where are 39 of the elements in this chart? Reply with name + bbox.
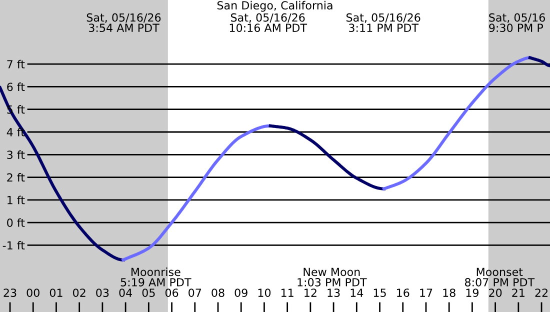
- x-tick-label: 22: [535, 288, 548, 297]
- x-tick-label: 14: [350, 288, 364, 297]
- annotation: Sat, 05/16/26 10:16 AM PDT: [230, 13, 308, 32]
- annotation: Moonrise 5:19 AM PDT: [120, 268, 192, 286]
- x-tick-label: 21: [512, 288, 524, 297]
- x-tick-label: 06: [165, 288, 178, 297]
- annotation: New Moon 1:03 PM PDT: [298, 268, 367, 286]
- x-tick-label: 23: [4, 288, 16, 297]
- x-tick-label: 02: [73, 288, 86, 297]
- y-tick-label: 6 ft: [7, 82, 25, 92]
- x-tick-label: 05: [142, 288, 155, 297]
- x-tick-label: 10: [258, 288, 271, 297]
- x-tick-label: 16: [397, 288, 410, 297]
- y-tick-label: -1 ft: [2, 240, 25, 250]
- x-tick-label: 13: [328, 288, 340, 297]
- x-tick-label: 17: [420, 288, 432, 297]
- x-tick-label: 01: [50, 288, 62, 297]
- x-tick-label: 00: [26, 288, 40, 297]
- chart-title: San Diego, California: [217, 0, 332, 12]
- x-tick-label: 20: [489, 288, 502, 297]
- y-tick-label: 7 ft: [7, 60, 25, 68]
- x-tick-label: 12: [304, 288, 316, 297]
- x-tick-label: 15: [374, 288, 386, 297]
- annotation: Sat, 05/16 9:30 PM P: [489, 13, 546, 32]
- annotation: Moonset 8:07 PM PDT: [464, 268, 535, 286]
- x-tick-label: 18: [443, 288, 456, 297]
- x-tick-label: 19: [466, 288, 478, 297]
- annotation: Sat, 05/16/26 3:54 AM PDT: [86, 13, 161, 32]
- x-tick-label: 08: [212, 288, 224, 297]
- y-tick-label: 2 ft: [7, 173, 25, 182]
- y-tick-label: 1 ft: [8, 196, 25, 204]
- annotation: Sat, 05/16/26 3:11 PM PDT: [346, 13, 420, 32]
- x-tick-label: 03: [96, 288, 109, 297]
- x-tick-label: 09: [234, 288, 248, 297]
- y-tick-label: 0 ft: [7, 218, 25, 227]
- x-tick-label: 04: [119, 288, 132, 297]
- x-tick-label: 11: [281, 288, 294, 297]
- y-tick-label: 3 ft: [7, 150, 25, 160]
- x-tick-label: 07: [188, 288, 202, 297]
